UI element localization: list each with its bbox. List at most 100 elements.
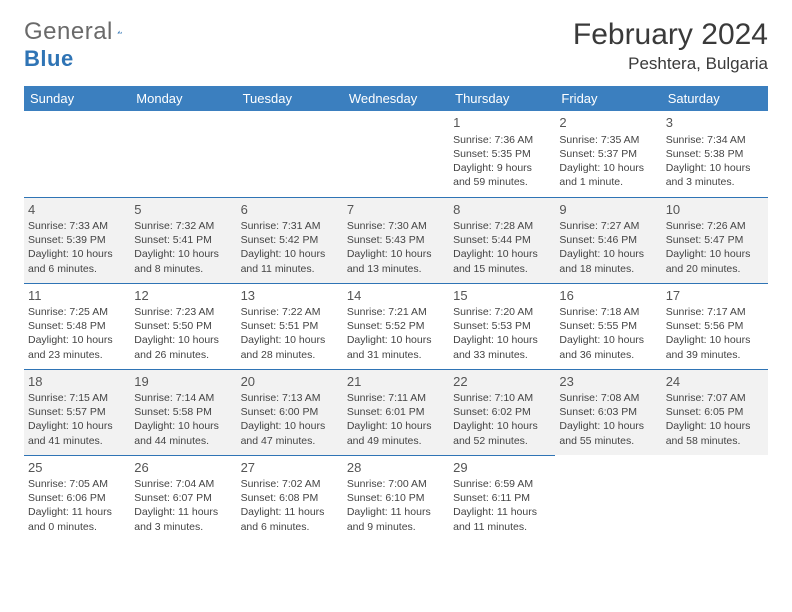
daylight-text: Daylight: 10 hours and 41 minutes. — [28, 419, 126, 447]
daylight-text: Daylight: 11 hours and 3 minutes. — [134, 505, 232, 533]
daylight-text: Daylight: 10 hours and 18 minutes. — [559, 247, 657, 275]
calendar-cell: 2Sunrise: 7:35 AMSunset: 5:37 PMDaylight… — [555, 111, 661, 197]
calendar-cell: 29Sunrise: 6:59 AMSunset: 6:11 PMDayligh… — [449, 455, 555, 541]
calendar-cell — [555, 455, 661, 541]
sunset-text: Sunset: 6:01 PM — [347, 405, 445, 419]
sunrise-text: Sunrise: 7:33 AM — [28, 219, 126, 233]
sunrise-text: Sunrise: 7:35 AM — [559, 133, 657, 147]
day-number: 17 — [666, 287, 764, 305]
sunrise-text: Sunrise: 7:17 AM — [666, 305, 764, 319]
sunrise-text: Sunrise: 7:14 AM — [134, 391, 232, 405]
sunrise-text: Sunrise: 7:13 AM — [241, 391, 339, 405]
sunrise-text: Sunrise: 7:32 AM — [134, 219, 232, 233]
sunset-text: Sunset: 5:35 PM — [453, 147, 551, 161]
daylight-text: Daylight: 11 hours and 6 minutes. — [241, 505, 339, 533]
sunset-text: Sunset: 6:08 PM — [241, 491, 339, 505]
sunset-text: Sunset: 6:10 PM — [347, 491, 445, 505]
sunset-text: Sunset: 5:55 PM — [559, 319, 657, 333]
sunrise-text: Sunrise: 7:20 AM — [453, 305, 551, 319]
sunrise-text: Sunrise: 7:22 AM — [241, 305, 339, 319]
calendar-cell — [343, 111, 449, 197]
brand-word1: General — [24, 18, 113, 46]
sunrise-text: Sunrise: 7:36 AM — [453, 133, 551, 147]
weekday-monday: Monday — [130, 86, 236, 111]
weekday-sunday: Sunday — [24, 86, 130, 111]
calendar-cell: 23Sunrise: 7:08 AMSunset: 6:03 PMDayligh… — [555, 369, 661, 455]
sunrise-text: Sunrise: 7:26 AM — [666, 219, 764, 233]
sunset-text: Sunset: 6:05 PM — [666, 405, 764, 419]
daylight-text: Daylight: 10 hours and 3 minutes. — [666, 161, 764, 189]
sunrise-text: Sunrise: 6:59 AM — [453, 477, 551, 491]
calendar-cell: 15Sunrise: 7:20 AMSunset: 5:53 PMDayligh… — [449, 283, 555, 369]
daylight-text: Daylight: 10 hours and 1 minute. — [559, 161, 657, 189]
daylight-text: Daylight: 10 hours and 36 minutes. — [559, 333, 657, 361]
calendar-cell: 5Sunrise: 7:32 AMSunset: 5:41 PMDaylight… — [130, 197, 236, 283]
day-number: 10 — [666, 201, 764, 219]
daylight-text: Daylight: 10 hours and 55 minutes. — [559, 419, 657, 447]
sunset-text: Sunset: 6:11 PM — [453, 491, 551, 505]
weekday-saturday: Saturday — [662, 86, 768, 111]
sunset-text: Sunset: 5:46 PM — [559, 233, 657, 247]
day-number: 9 — [559, 201, 657, 219]
daylight-text: Daylight: 9 hours and 59 minutes. — [453, 161, 551, 189]
daylight-text: Daylight: 10 hours and 11 minutes. — [241, 247, 339, 275]
brand-word2: Blue — [24, 46, 74, 71]
sunset-text: Sunset: 5:52 PM — [347, 319, 445, 333]
calendar-cell: 6Sunrise: 7:31 AMSunset: 5:42 PMDaylight… — [237, 197, 343, 283]
day-number: 11 — [28, 287, 126, 305]
sunrise-text: Sunrise: 7:08 AM — [559, 391, 657, 405]
day-number: 20 — [241, 373, 339, 391]
brand-sail-icon — [117, 22, 122, 42]
calendar-cell: 19Sunrise: 7:14 AMSunset: 5:58 PMDayligh… — [130, 369, 236, 455]
calendar-cell: 10Sunrise: 7:26 AMSunset: 5:47 PMDayligh… — [662, 197, 768, 283]
day-number: 22 — [453, 373, 551, 391]
sunset-text: Sunset: 5:58 PM — [134, 405, 232, 419]
daylight-text: Daylight: 11 hours and 9 minutes. — [347, 505, 445, 533]
daylight-text: Daylight: 10 hours and 31 minutes. — [347, 333, 445, 361]
day-number: 28 — [347, 459, 445, 477]
sunset-text: Sunset: 5:42 PM — [241, 233, 339, 247]
daylight-text: Daylight: 10 hours and 52 minutes. — [453, 419, 551, 447]
sunset-text: Sunset: 5:37 PM — [559, 147, 657, 161]
sunset-text: Sunset: 5:39 PM — [28, 233, 126, 247]
calendar-cell — [237, 111, 343, 197]
sunrise-text: Sunrise: 7:31 AM — [241, 219, 339, 233]
calendar-week: 4Sunrise: 7:33 AMSunset: 5:39 PMDaylight… — [24, 197, 768, 283]
sunset-text: Sunset: 5:51 PM — [241, 319, 339, 333]
sunrise-text: Sunrise: 7:02 AM — [241, 477, 339, 491]
brand-word2-wrap: Blue — [24, 46, 74, 72]
daylight-text: Daylight: 11 hours and 0 minutes. — [28, 505, 126, 533]
calendar-cell: 26Sunrise: 7:04 AMSunset: 6:07 PMDayligh… — [130, 455, 236, 541]
sunrise-text: Sunrise: 7:21 AM — [347, 305, 445, 319]
daylight-text: Daylight: 10 hours and 26 minutes. — [134, 333, 232, 361]
daylight-text: Daylight: 10 hours and 58 minutes. — [666, 419, 764, 447]
calendar-cell: 24Sunrise: 7:07 AMSunset: 6:05 PMDayligh… — [662, 369, 768, 455]
sunset-text: Sunset: 5:47 PM — [666, 233, 764, 247]
month-title: February 2024 — [573, 18, 768, 52]
daylight-text: Daylight: 10 hours and 15 minutes. — [453, 247, 551, 275]
sunrise-text: Sunrise: 7:23 AM — [134, 305, 232, 319]
sunrise-text: Sunrise: 7:30 AM — [347, 219, 445, 233]
calendar-table: Sunday Monday Tuesday Wednesday Thursday… — [24, 86, 768, 541]
calendar-head: Sunday Monday Tuesday Wednesday Thursday… — [24, 86, 768, 111]
daylight-text: Daylight: 10 hours and 33 minutes. — [453, 333, 551, 361]
page-header: General February 2024 Peshtera, Bulgaria — [24, 18, 768, 74]
weekday-friday: Friday — [555, 86, 661, 111]
calendar-cell: 8Sunrise: 7:28 AMSunset: 5:44 PMDaylight… — [449, 197, 555, 283]
calendar-cell: 12Sunrise: 7:23 AMSunset: 5:50 PMDayligh… — [130, 283, 236, 369]
calendar-cell: 3Sunrise: 7:34 AMSunset: 5:38 PMDaylight… — [662, 111, 768, 197]
day-number: 19 — [134, 373, 232, 391]
sunrise-text: Sunrise: 7:11 AM — [347, 391, 445, 405]
sunrise-text: Sunrise: 7:04 AM — [134, 477, 232, 491]
calendar-cell: 7Sunrise: 7:30 AMSunset: 5:43 PMDaylight… — [343, 197, 449, 283]
weekday-row: Sunday Monday Tuesday Wednesday Thursday… — [24, 86, 768, 111]
calendar-week: 1Sunrise: 7:36 AMSunset: 5:35 PMDaylight… — [24, 111, 768, 197]
daylight-text: Daylight: 10 hours and 47 minutes. — [241, 419, 339, 447]
sunset-text: Sunset: 6:06 PM — [28, 491, 126, 505]
calendar-cell: 18Sunrise: 7:15 AMSunset: 5:57 PMDayligh… — [24, 369, 130, 455]
day-number: 12 — [134, 287, 232, 305]
daylight-text: Daylight: 10 hours and 28 minutes. — [241, 333, 339, 361]
calendar-cell: 28Sunrise: 7:00 AMSunset: 6:10 PMDayligh… — [343, 455, 449, 541]
calendar-cell: 13Sunrise: 7:22 AMSunset: 5:51 PMDayligh… — [237, 283, 343, 369]
sunrise-text: Sunrise: 7:25 AM — [28, 305, 126, 319]
